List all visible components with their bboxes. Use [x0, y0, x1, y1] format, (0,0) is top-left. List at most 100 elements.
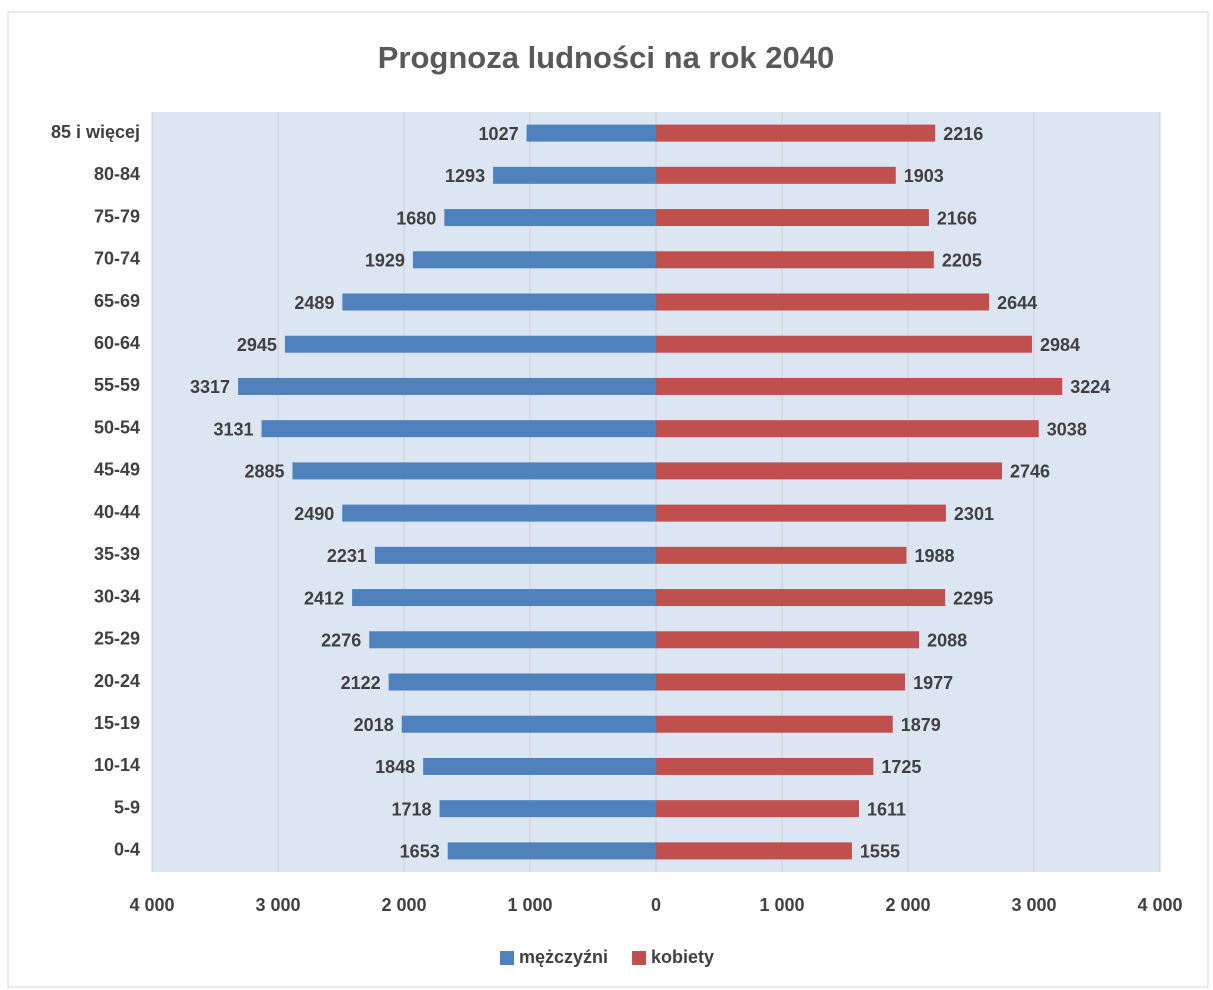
- data-label: 2301: [954, 504, 994, 524]
- data-label: 1680: [396, 208, 436, 228]
- bar: [656, 504, 946, 522]
- y-tick-label: 5-9: [114, 797, 140, 817]
- y-tick-label: 0-4: [114, 840, 140, 860]
- bar: [284, 335, 656, 353]
- y-tick-label: 15-19: [94, 713, 140, 733]
- x-tick-label: 4 000: [1137, 895, 1182, 915]
- y-tick-label: 75-79: [94, 206, 140, 226]
- x-tick-label: 3 000: [255, 895, 300, 915]
- y-tick-label: 65-69: [94, 291, 140, 311]
- x-tick-label: 4 000: [129, 895, 174, 915]
- bar: [352, 589, 656, 607]
- bar: [526, 124, 656, 142]
- y-tick-label: 35-39: [94, 544, 140, 564]
- bar: [401, 715, 656, 733]
- y-tick-label: 55-59: [94, 375, 140, 395]
- data-label: 2945: [237, 335, 277, 355]
- data-label: 2205: [942, 251, 982, 271]
- data-label: 3224: [1070, 377, 1110, 397]
- x-tick-label: 2 000: [381, 895, 426, 915]
- data-label: 2984: [1040, 335, 1080, 355]
- data-label: 2412: [304, 588, 344, 608]
- data-label: 2122: [341, 673, 381, 693]
- data-label: 1977: [913, 673, 953, 693]
- legend-swatch: [632, 951, 647, 965]
- bar: [238, 377, 657, 395]
- x-tick-label: 2 000: [885, 895, 930, 915]
- data-label: 1027: [479, 124, 519, 144]
- y-tick-label: 40-44: [94, 502, 140, 522]
- bar: [439, 800, 656, 818]
- data-label: 2088: [927, 631, 967, 651]
- data-label: 1848: [375, 757, 415, 777]
- data-label: 2746: [1010, 462, 1050, 482]
- x-tick-label: 1 000: [507, 895, 552, 915]
- data-label: 1879: [901, 715, 941, 735]
- bar: [656, 293, 990, 311]
- bar: [493, 166, 656, 184]
- data-label: 3038: [1047, 419, 1087, 439]
- bar: [444, 209, 656, 227]
- y-tick-label: 30-34: [94, 586, 140, 606]
- data-label: 2018: [354, 715, 394, 735]
- bar: [656, 377, 1063, 395]
- data-label: 2166: [937, 208, 977, 228]
- data-label: 1718: [391, 799, 431, 819]
- bar: [656, 842, 852, 860]
- data-label: 2644: [997, 293, 1037, 313]
- y-tick-label: 80-84: [94, 164, 140, 184]
- data-label: 1929: [365, 251, 405, 271]
- x-tick-label: 0: [651, 895, 661, 915]
- y-tick-label: 20-24: [94, 671, 140, 691]
- bar: [656, 546, 907, 564]
- y-tick-label: 60-64: [94, 333, 140, 353]
- data-label: 2231: [327, 546, 367, 566]
- bar: [656, 715, 893, 733]
- bar: [656, 589, 946, 607]
- bar: [388, 673, 656, 691]
- bar: [412, 251, 656, 269]
- bar: [369, 631, 656, 649]
- legend-label: mężczyźni: [519, 947, 608, 967]
- bar: [342, 293, 656, 311]
- x-tick-label: 3 000: [1011, 895, 1056, 915]
- x-tick-label: 1 000: [759, 895, 804, 915]
- data-label: 1988: [914, 546, 954, 566]
- legend-label: kobiety: [651, 947, 714, 967]
- y-tick-label: 50-54: [94, 417, 140, 437]
- bar: [374, 546, 656, 564]
- legend-swatch: [500, 951, 514, 965]
- data-label: 1555: [860, 842, 900, 862]
- y-tick-label: 10-14: [94, 755, 140, 775]
- bar: [447, 842, 656, 860]
- data-label: 1903: [904, 166, 944, 186]
- bar: [656, 166, 896, 184]
- data-label: 2216: [943, 124, 983, 144]
- bar: [423, 757, 656, 775]
- y-tick-label: 25-29: [94, 629, 140, 649]
- y-tick-label: 85 i więcej: [51, 122, 140, 142]
- bar: [342, 504, 656, 522]
- data-label: 1725: [881, 757, 921, 777]
- bar: [656, 757, 874, 775]
- data-label: 1293: [445, 166, 485, 186]
- data-label: 2490: [294, 504, 334, 524]
- y-tick-label: 70-74: [94, 249, 140, 269]
- bar: [656, 462, 1002, 480]
- bar: [261, 420, 656, 438]
- data-label: 1653: [400, 842, 440, 862]
- chart-title: Prognoza ludności na rok 2040: [378, 40, 835, 75]
- data-label: 3317: [190, 377, 230, 397]
- bar: [656, 673, 906, 691]
- data-label: 2276: [321, 631, 361, 651]
- data-label: 3131: [213, 419, 253, 439]
- bar: [656, 420, 1039, 438]
- bar: [292, 462, 656, 480]
- bar: [656, 209, 929, 227]
- bar: [656, 631, 920, 649]
- bar: [656, 335, 1032, 353]
- y-tick-label: 45-49: [94, 460, 140, 480]
- bar: [656, 124, 936, 142]
- data-label: 2295: [953, 588, 993, 608]
